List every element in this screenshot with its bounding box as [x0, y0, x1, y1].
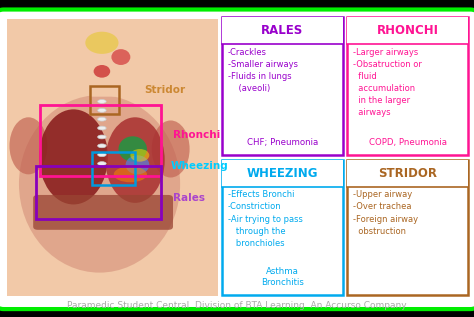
Bar	[36, 166, 161, 219]
Ellipse shape	[111, 49, 130, 65]
Bar	[92, 152, 135, 185]
Bar	[40, 105, 161, 176]
Text: Rales: Rales	[173, 193, 205, 203]
Ellipse shape	[98, 144, 106, 148]
FancyBboxPatch shape	[90, 62, 116, 97]
Text: Paramedic Student Central  Division of BTA Learning  An Accurso Company: Paramedic Student Central Division of BT…	[67, 301, 407, 310]
Text: -Larger airways
-Obsatruction or
  fluid
  accumulation
  in the larger
  airway: -Larger airways -Obsatruction or fluid a…	[353, 48, 422, 117]
Ellipse shape	[93, 65, 110, 78]
Ellipse shape	[98, 100, 106, 103]
Text: Rhonchi: Rhonchi	[173, 130, 220, 140]
Bar	[347, 17, 468, 155]
Bar	[222, 160, 343, 295]
Ellipse shape	[98, 162, 106, 165]
FancyBboxPatch shape	[7, 19, 218, 296]
Ellipse shape	[126, 155, 149, 174]
Text: STRIDOR: STRIDOR	[378, 167, 438, 180]
Ellipse shape	[114, 166, 147, 182]
Ellipse shape	[98, 126, 106, 130]
Ellipse shape	[98, 117, 106, 121]
Text: -Effects Bronchi
-Constriction
-Air trying to pass
   through the
   bronchioles: -Effects Bronchi -Constriction -Air tryi…	[228, 190, 302, 248]
Bar	[347, 160, 468, 295]
Text: CHF; Pneumonia: CHF; Pneumonia	[246, 139, 318, 147]
Bar	[222, 160, 343, 187]
Text: Asthma
Bronchitis: Asthma Bronchitis	[261, 268, 304, 287]
Ellipse shape	[85, 32, 118, 54]
Ellipse shape	[98, 135, 106, 139]
Text: COPD, Pneumonia: COPD, Pneumonia	[369, 139, 447, 147]
Bar	[90, 86, 118, 114]
Ellipse shape	[39, 109, 108, 204]
Bar	[222, 17, 343, 155]
Ellipse shape	[152, 120, 190, 178]
Ellipse shape	[19, 95, 180, 273]
Bar	[222, 17, 343, 44]
Bar	[347, 17, 468, 44]
Bar	[347, 160, 468, 187]
Text: -Upper airway
-Over trachea
-Foreign airway
  obstruction: -Upper airway -Over trachea -Foreign air…	[353, 190, 418, 236]
Ellipse shape	[98, 153, 106, 157]
Text: -Crackles
-Smaller airways
-Fluids in lungs
    (aveoli): -Crackles -Smaller airways -Fluids in lu…	[228, 48, 298, 93]
FancyBboxPatch shape	[0, 10, 474, 309]
Text: Stridor: Stridor	[145, 85, 186, 95]
Text: WHEEZING: WHEEZING	[246, 167, 318, 180]
Ellipse shape	[98, 108, 106, 112]
Text: Wheezing: Wheezing	[171, 161, 228, 171]
Ellipse shape	[78, 31, 130, 68]
Ellipse shape	[118, 136, 147, 162]
Text: RHONCHI: RHONCHI	[377, 24, 439, 37]
Ellipse shape	[9, 117, 47, 174]
Ellipse shape	[105, 117, 164, 203]
FancyBboxPatch shape	[33, 195, 173, 230]
Text: RALES: RALES	[261, 24, 303, 37]
Ellipse shape	[130, 149, 149, 162]
